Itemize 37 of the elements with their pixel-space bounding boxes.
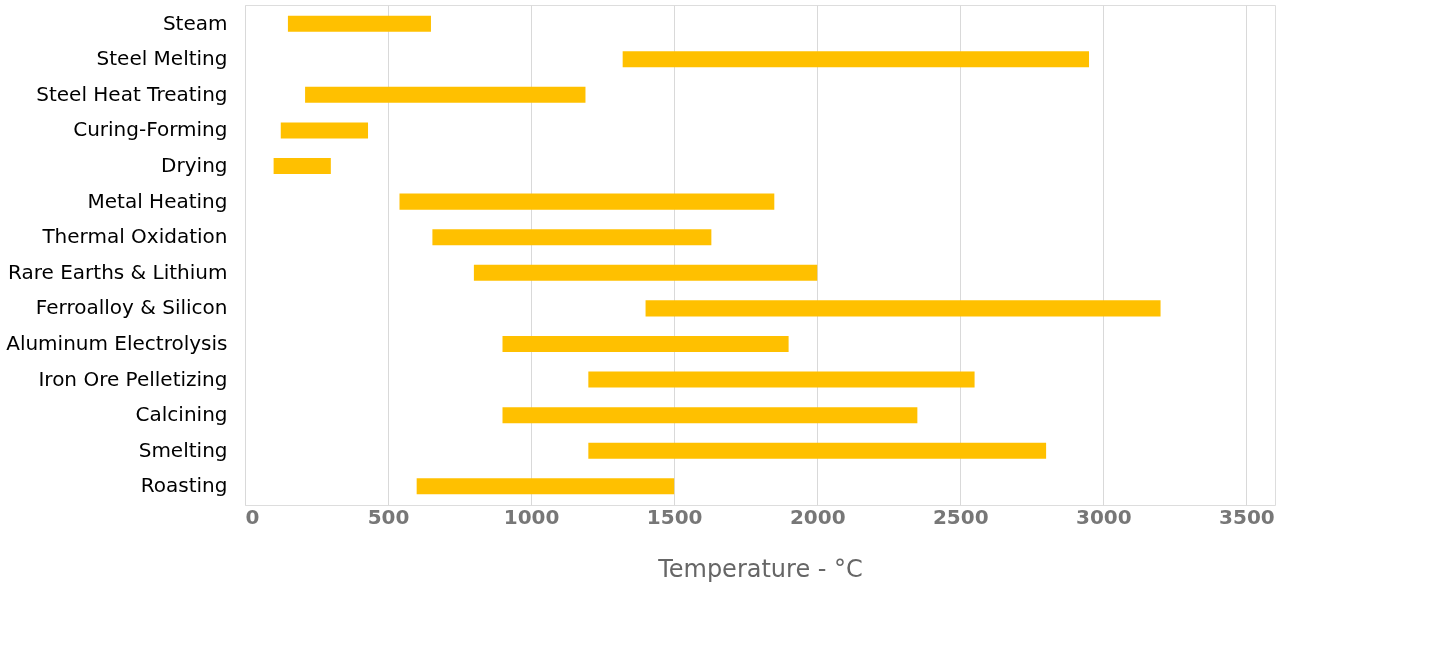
bar (588, 442, 1047, 459)
x-tick-label: 3000 (1076, 504, 1132, 529)
bar (473, 264, 818, 281)
x-tick-label: 1000 (503, 504, 560, 529)
y-tick-label: Drying (161, 153, 228, 178)
bar (416, 478, 675, 495)
y-tick-label: Roasting (140, 473, 228, 498)
y-tick-label: Smelting (138, 437, 228, 462)
bar (645, 300, 1161, 317)
y-tick-label: Aluminum Electrolysis (6, 330, 228, 355)
bar (280, 122, 369, 139)
bar (502, 335, 789, 352)
x-tick-label: 1500 (646, 504, 703, 529)
y-tick-label: Calcining (135, 402, 228, 427)
y-tick-label: Steel Melting (96, 46, 228, 71)
bar (432, 229, 712, 246)
bar (622, 51, 1090, 68)
bar (305, 86, 586, 103)
y-tick-label: Thermal Oxidation (41, 224, 228, 249)
bar (399, 193, 775, 210)
x-tick-label: 0 (245, 504, 260, 529)
y-tick-label: Curing-Forming (73, 117, 228, 142)
y-tick-label: Rare Earths & Lithium (8, 259, 228, 284)
y-tick-label: Steam (162, 10, 228, 35)
x-axis-title: Temperature - °C (657, 554, 863, 583)
x-tick-label: 2000 (789, 504, 846, 529)
y-tick-label: Iron Ore Pelletizing (38, 366, 228, 391)
bar (273, 158, 331, 175)
y-tick-label: Metal Heating (87, 188, 228, 213)
x-tick-label: 3500 (1219, 504, 1275, 529)
bar (588, 371, 975, 388)
y-tick-label: Ferroalloy & Silicon (35, 295, 228, 320)
bar (502, 407, 918, 424)
y-tick-label: Steel Heat Treating (36, 81, 228, 106)
x-tick-label: 500 (367, 504, 410, 529)
bar (287, 15, 431, 32)
x-tick-label: 2500 (932, 504, 989, 529)
